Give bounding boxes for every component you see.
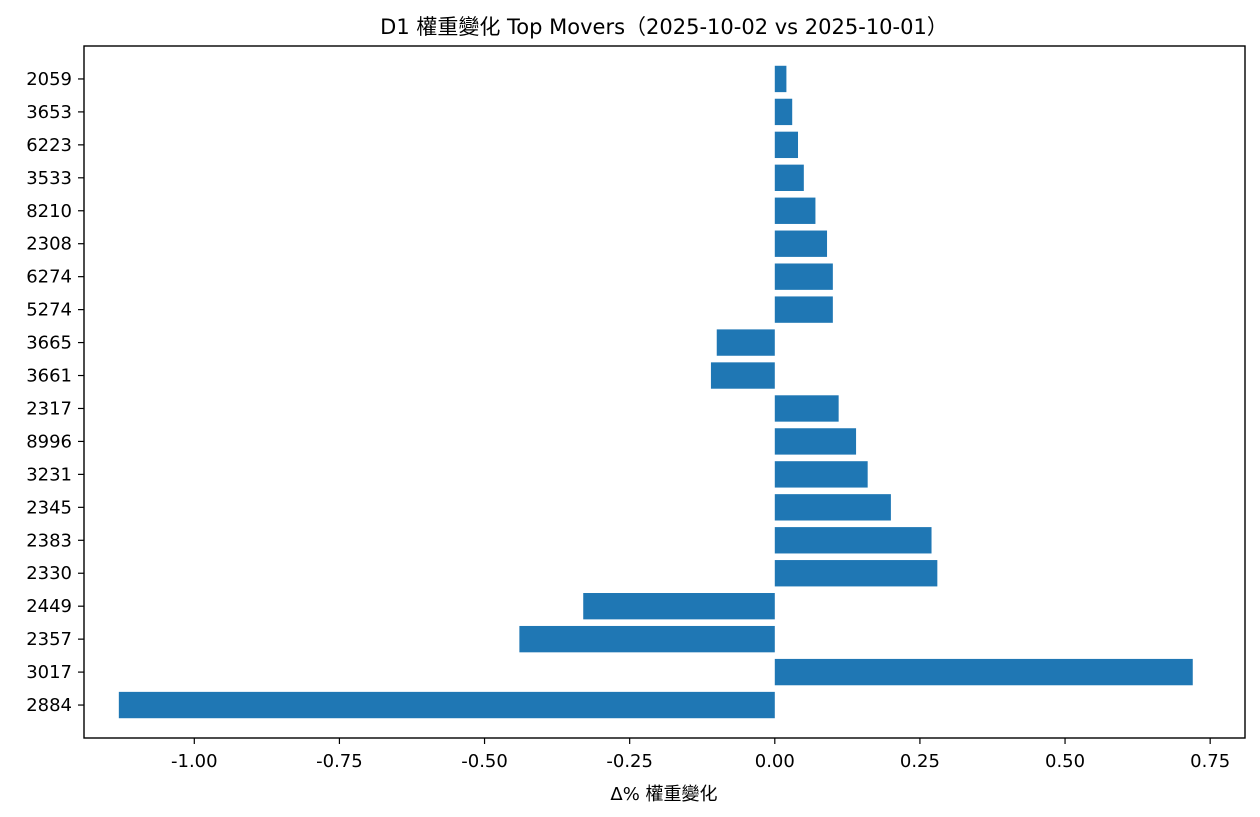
bar-2357: [519, 625, 775, 653]
bar-8210: [774, 197, 816, 224]
bar-2449: [583, 593, 775, 620]
bars-group: [118, 65, 1193, 719]
bar-2059: [774, 65, 787, 93]
bar-2317: [774, 395, 839, 422]
y-tick-label: 2317: [26, 398, 72, 419]
bar-6223: [774, 131, 799, 159]
y-tick-label: 8210: [26, 201, 72, 222]
x-tick-label: -0.25: [606, 751, 653, 772]
bar-2383: [774, 527, 932, 554]
y-tick-label: 3661: [26, 366, 72, 387]
bar-2330: [774, 560, 938, 587]
y-tick-label: 3665: [26, 333, 72, 354]
y-tick-label: 3017: [26, 662, 72, 683]
bar-3017: [774, 658, 1193, 686]
x-tick-label: 0.50: [1045, 751, 1085, 772]
y-tick-label: 2357: [26, 629, 72, 650]
y-tick-label: 6274: [26, 267, 72, 288]
y-tick-label: 6223: [26, 135, 72, 156]
chart-title: D1 權重變化 Top Movers（2025-10-02 vs 2025-10…: [380, 15, 948, 39]
y-tick-label: 3653: [26, 102, 72, 123]
y-tick-label: 8996: [26, 431, 72, 452]
bar-3665: [716, 329, 775, 356]
x-tick-label: 0.25: [900, 751, 940, 772]
bar-5274: [774, 296, 833, 323]
y-tick-label: 2449: [26, 596, 72, 617]
y-tick-label: 2059: [26, 69, 72, 90]
y-tick-label: 3231: [26, 464, 72, 485]
bar-8996: [774, 428, 857, 455]
y-tick-label: 3533: [26, 168, 72, 189]
x-tick-label: -1.00: [171, 751, 218, 772]
bar-3661: [710, 362, 775, 389]
y-tick-label: 2345: [26, 497, 72, 518]
y-tick-label: 5274: [26, 300, 72, 321]
x-tick-label: 0.00: [755, 751, 795, 772]
y-tick-label: 2308: [26, 234, 72, 255]
bar-3231: [774, 461, 868, 488]
y-axis: 2884 3017 2357 2449 2330 2383 2345 3231 8996 2317…: [26, 69, 84, 716]
x-tick-label: -0.75: [316, 751, 363, 772]
y-tick-label: 2383: [26, 530, 72, 551]
bar-3653: [774, 98, 793, 126]
x-tick-label: -0.50: [461, 751, 508, 772]
plot-frame: [83, 45, 1246, 739]
x-axis-label: Δ% 權重變化: [610, 784, 717, 805]
bar-3533: [774, 164, 804, 191]
bar-2884: [118, 691, 775, 719]
bar-6274: [774, 263, 833, 290]
bar-2345: [774, 494, 891, 521]
x-tick-label: 0.75: [1190, 751, 1230, 772]
y-tick-label: 2884: [26, 695, 72, 716]
y-tick-label: 2330: [26, 563, 72, 584]
bar-2308: [774, 230, 828, 257]
x-axis: -1.00 -0.75 -0.50 -0.25 0.00 0.25 0.50 0.75: [171, 738, 1230, 772]
